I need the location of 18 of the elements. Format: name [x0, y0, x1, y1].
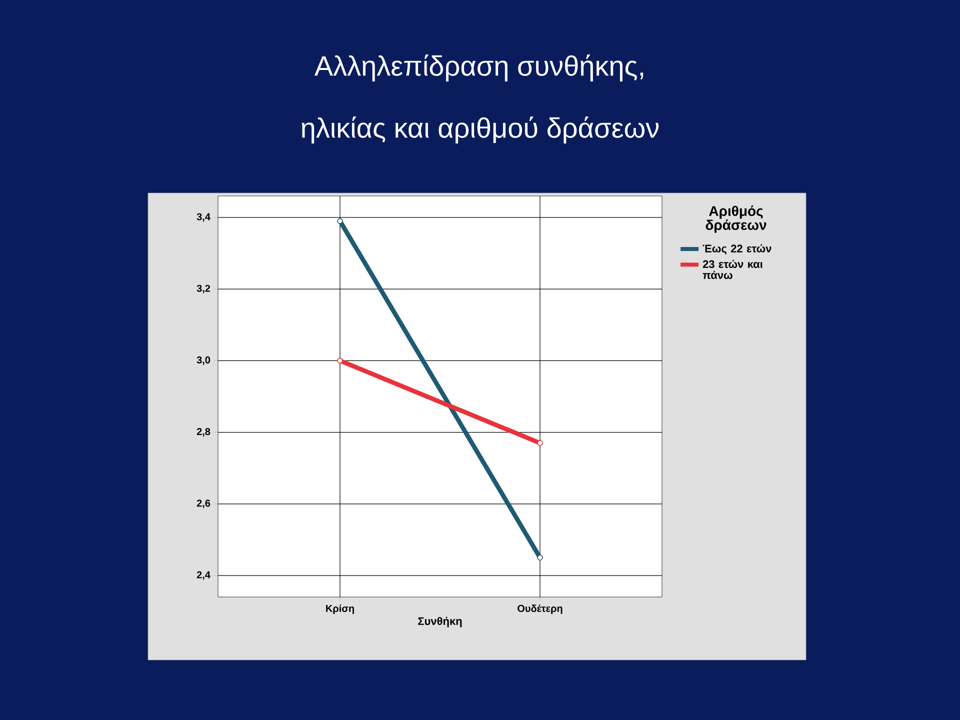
chart-title: Αλληλεπίδραση συνθήκης, [314, 54, 644, 82]
y-tick-label: 3,2 [196, 284, 210, 294]
x-tick-label: Ουδέτερη [518, 604, 562, 614]
y-tick-label: 2,4 [196, 571, 210, 580]
x-tick-label: Κρίση [326, 604, 354, 614]
chart-subtitle: ηλικίας και αριθμού δράσεων [302, 116, 659, 144]
point [337, 358, 343, 364]
y-tick-label: 2,8 [196, 428, 210, 437]
y-tick-label: 3,0 [196, 356, 210, 365]
y-tick-label: 3,4 [196, 213, 210, 222]
x-axis-title: Συνθήκη [418, 616, 462, 628]
point [537, 554, 543, 561]
legend-title: Αριθμός δράσεων [706, 206, 766, 233]
legend-label: 23 ετών και πάνω [702, 260, 763, 280]
y-tick-label: 2,6 [196, 500, 210, 508]
point [337, 218, 343, 224]
point [537, 440, 543, 446]
legend-label: Έως 22 ετών [702, 244, 772, 254]
